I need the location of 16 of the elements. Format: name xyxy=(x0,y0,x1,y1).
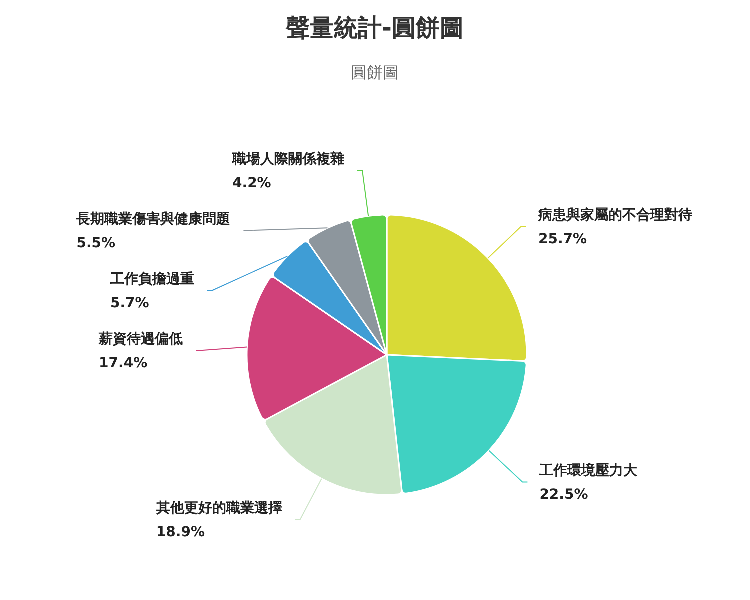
data-label: 5.5% xyxy=(76,236,116,252)
data-label: 17.4% xyxy=(99,356,148,372)
slice-label: 工作環境壓力大 xyxy=(538,462,639,480)
data-label: 4.2% xyxy=(232,176,272,192)
slice-label: 薪資待遇偏低 xyxy=(98,332,184,348)
slice-label: 職場人際關係複雜 xyxy=(232,150,345,168)
slice-label: 工作負擔過重 xyxy=(109,272,194,288)
data-label: 22.5% xyxy=(540,487,588,504)
chart-subtitle: 圓餅圖 xyxy=(351,63,399,82)
data-label: 25.7% xyxy=(538,232,588,248)
chart-title: 聲量統計-圓餅圖 xyxy=(285,14,464,42)
slice-label: 病患與家屬的不合理對待 xyxy=(537,206,692,224)
slice-label: 其他更好的職業選擇 xyxy=(155,500,282,517)
data-label: 18.9% xyxy=(156,524,205,541)
slice-label: 長期職業傷害與健康問題 xyxy=(76,210,231,228)
data-label: 5.7% xyxy=(110,296,150,312)
